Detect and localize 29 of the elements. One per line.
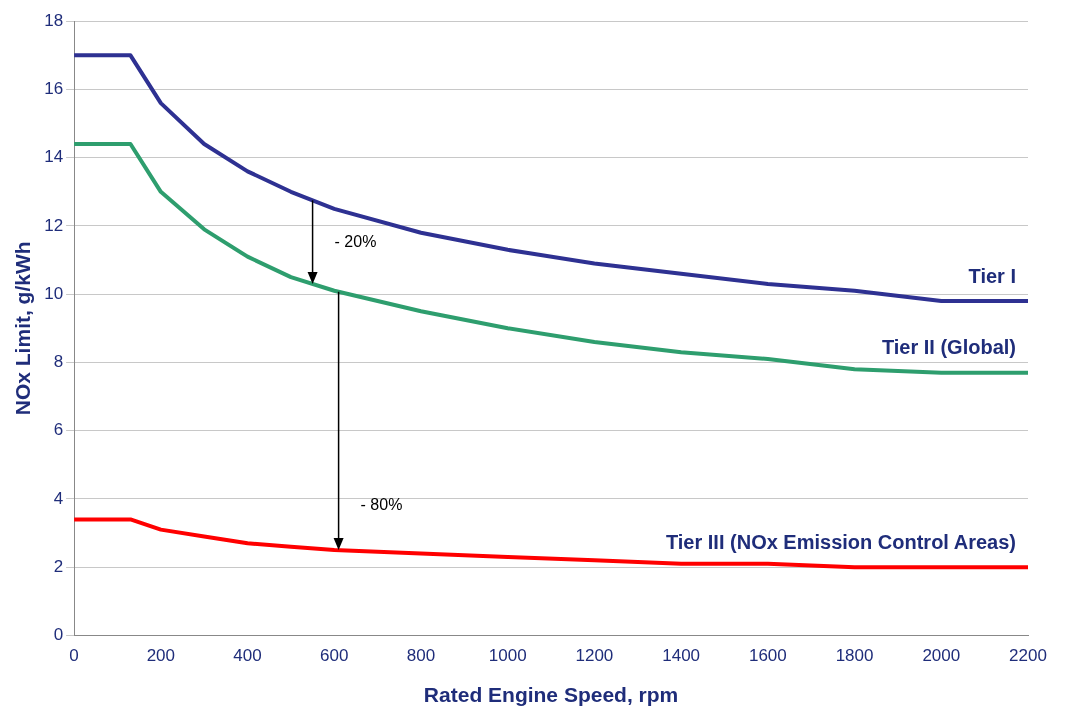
series-label: Tier II (Global) [881, 336, 1016, 359]
x-tick-label: 200 [146, 646, 176, 666]
y-tick-label: 0 [53, 625, 64, 645]
y-tick-label: 14 [44, 147, 64, 167]
x-tick-label: 2000 [922, 646, 961, 666]
annotation: - 20% [334, 232, 377, 250]
x-axis-title: Rated Engine Speed, rpm [423, 683, 679, 707]
y-tick-label: 6 [53, 420, 64, 440]
x-tick-label: 0 [69, 646, 79, 666]
x-tick-label: 2200 [1009, 646, 1047, 666]
x-tick-label: 1400 [662, 646, 701, 666]
series-label: Tier I [968, 264, 1016, 287]
y-tick-label: 16 [44, 79, 64, 99]
x-tick-label: 400 [233, 646, 262, 666]
series-label: Tier III (NOx Emission Control Areas) [665, 530, 1016, 553]
y-tick-label: 10 [44, 283, 64, 303]
x-tick-label: 600 [320, 646, 349, 666]
y-axis-title: NOx Limit, g/kWh [11, 241, 35, 416]
x-tick-label: 1200 [575, 646, 614, 666]
y-tick-label: 8 [53, 352, 64, 372]
y-tick-label: 12 [44, 215, 64, 235]
x-tick-label: 1000 [488, 646, 527, 666]
x-tick-label: 1800 [835, 646, 874, 666]
x-tick-label: 800 [406, 646, 436, 666]
y-tick-label: 2 [53, 556, 64, 576]
y-tick-label: 4 [53, 488, 64, 508]
y-tick-label: 18 [44, 10, 64, 30]
x-tick-label: 1600 [748, 646, 787, 666]
annotation: - 80% [360, 495, 403, 513]
